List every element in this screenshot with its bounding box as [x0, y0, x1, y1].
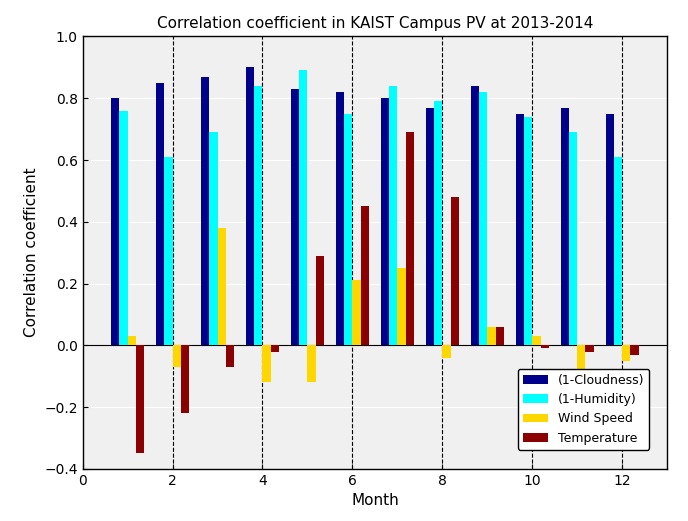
Bar: [156, 83, 164, 345]
Bar: [299, 70, 308, 345]
Bar: [541, 345, 548, 349]
Bar: [352, 280, 361, 345]
Bar: [381, 98, 389, 345]
Bar: [316, 256, 323, 345]
Bar: [577, 345, 585, 410]
Bar: [623, 345, 630, 361]
Bar: [434, 101, 442, 345]
Bar: [561, 107, 569, 345]
Bar: [345, 114, 352, 345]
Title: Correlation coefficient in KAIST Campus PV at 2013-2014: Correlation coefficient in KAIST Campus …: [157, 16, 593, 31]
Bar: [308, 345, 316, 382]
Bar: [270, 345, 279, 352]
Bar: [405, 132, 413, 345]
Bar: [471, 86, 480, 345]
Bar: [361, 206, 369, 345]
Bar: [202, 77, 209, 345]
Y-axis label: Correlation coefficient: Correlation coefficient: [23, 168, 39, 338]
Bar: [524, 117, 533, 345]
Bar: [442, 345, 451, 358]
Bar: [226, 345, 234, 367]
Bar: [480, 92, 487, 345]
Bar: [606, 114, 614, 345]
Bar: [263, 345, 270, 382]
Bar: [120, 110, 127, 345]
Bar: [585, 345, 594, 352]
Bar: [614, 157, 623, 345]
Legend: (1-Cloudness), (1-Humidity), Wind Speed, Temperature: (1-Cloudness), (1-Humidity), Wind Speed,…: [518, 369, 649, 450]
Bar: [451, 197, 459, 345]
Bar: [630, 345, 638, 355]
Bar: [136, 345, 144, 453]
Bar: [427, 107, 434, 345]
Bar: [173, 345, 181, 367]
Bar: [389, 86, 398, 345]
Bar: [336, 92, 345, 345]
Bar: [181, 345, 189, 413]
Bar: [495, 327, 504, 345]
Bar: [255, 86, 263, 345]
Bar: [291, 89, 299, 345]
Bar: [569, 132, 577, 345]
Bar: [209, 132, 217, 345]
Bar: [127, 336, 136, 345]
Bar: [246, 67, 255, 345]
Bar: [217, 228, 226, 345]
X-axis label: Month: Month: [351, 493, 399, 508]
Bar: [398, 268, 405, 345]
Bar: [487, 327, 495, 345]
Bar: [516, 114, 524, 345]
Bar: [111, 98, 120, 345]
Bar: [164, 157, 173, 345]
Bar: [533, 336, 541, 345]
